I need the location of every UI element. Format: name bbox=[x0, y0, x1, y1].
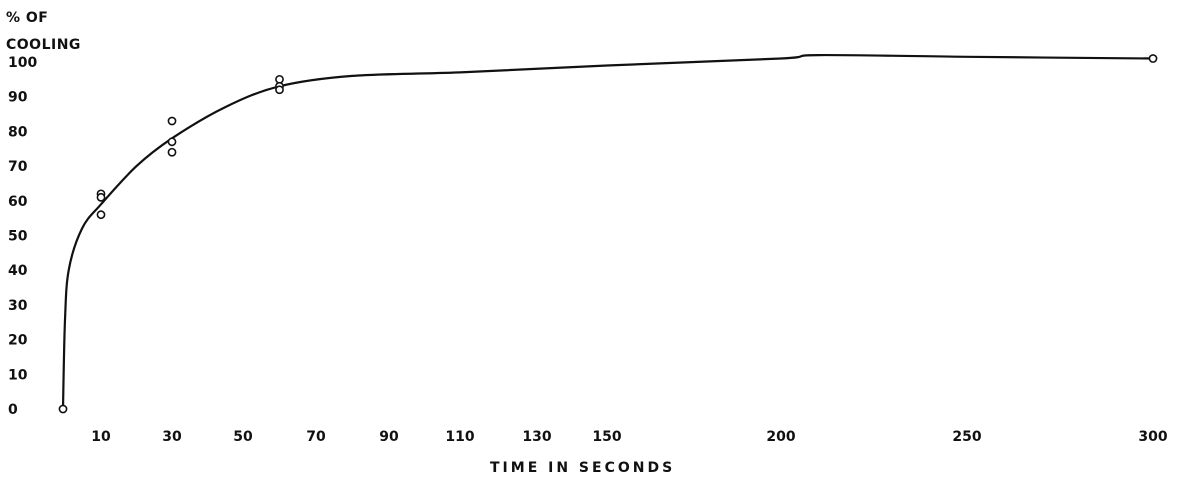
fitted-cooling-curve bbox=[63, 55, 1153, 409]
x-tick-label-250: 250 bbox=[952, 429, 981, 445]
x-axis-title: TIME IN SECONDS bbox=[490, 460, 675, 476]
data-point-5 bbox=[168, 138, 175, 145]
y-tick-label-80: 80 bbox=[8, 124, 28, 140]
y-tick-label-30: 30 bbox=[8, 298, 28, 314]
x-tick-label-70: 70 bbox=[306, 429, 326, 445]
x-tick-label-90: 90 bbox=[379, 429, 399, 445]
data-point-7 bbox=[276, 76, 283, 83]
y-tick-label-20: 20 bbox=[8, 333, 28, 349]
x-tick-label-300: 300 bbox=[1138, 429, 1167, 445]
y-tick-label-0: 0 bbox=[8, 402, 18, 418]
x-tick-labels: 10 30 50 70 90 110 130 150 200 250 300 bbox=[91, 429, 1168, 445]
y-tick-label-100: 100 bbox=[8, 55, 37, 71]
x-tick-label-200: 200 bbox=[766, 429, 795, 445]
x-tick-label-50: 50 bbox=[233, 429, 253, 445]
data-point-2 bbox=[97, 194, 104, 201]
data-point-4 bbox=[168, 117, 175, 124]
y-tick-label-10: 10 bbox=[8, 367, 28, 383]
y-tick-label-40: 40 bbox=[8, 263, 28, 279]
fitted-curve-layer bbox=[63, 55, 1153, 409]
data-point-9 bbox=[276, 86, 283, 93]
x-tick-label-110: 110 bbox=[445, 429, 474, 445]
x-tick-label-10: 10 bbox=[91, 429, 111, 445]
x-tick-label-30: 30 bbox=[162, 429, 182, 445]
y-tick-label-50: 50 bbox=[8, 229, 28, 245]
y-tick-label-70: 70 bbox=[8, 159, 28, 175]
data-point-6 bbox=[168, 149, 175, 156]
y-tick-label-60: 60 bbox=[8, 194, 28, 210]
data-point-10 bbox=[1149, 55, 1156, 62]
x-tick-label-150: 150 bbox=[592, 429, 621, 445]
data-point-3 bbox=[97, 211, 104, 218]
data-point-0 bbox=[59, 405, 66, 412]
y-tick-labels: 0 10 20 30 40 50 60 70 80 90 100 bbox=[8, 55, 37, 418]
y-tick-label-90: 90 bbox=[8, 90, 28, 106]
x-tick-label-130: 130 bbox=[522, 429, 551, 445]
